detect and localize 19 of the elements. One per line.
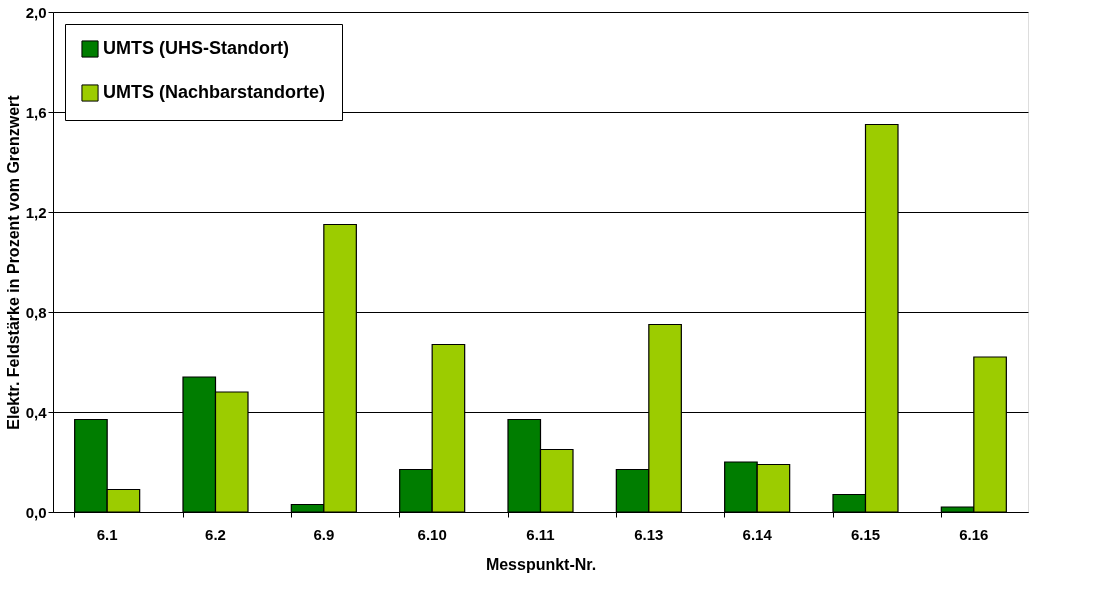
x-tick-label: 6.1 [96, 525, 118, 543]
y-tick-label: 0,4 [25, 403, 48, 421]
x-tick-label: 6.9 [313, 525, 335, 543]
y-tick-label: 2,0 [25, 3, 47, 21]
x-tick-label: 6.15 [850, 525, 881, 543]
y-tick-label: 1,6 [25, 103, 47, 121]
y-tick-label: 1,2 [25, 203, 47, 221]
legend-label: UMTS (UHS-Standort) [103, 38, 289, 58]
y-tick-label: 0,0 [25, 503, 47, 521]
x-tick-label: 6.10 [417, 525, 447, 543]
x-tick-label: 6.13 [634, 525, 664, 543]
x-tick-label: 6.16 [959, 525, 989, 543]
x-tick-label: 6.2 [205, 525, 226, 543]
x-tick-label: 6.11 [526, 525, 555, 543]
x-tick-label: 6.14 [742, 525, 773, 543]
y-axis-title: Elektr. Feldstärke in Prozent vom Grenzwert [4, 94, 22, 430]
x-axis-title: Messpunkt-Nr. [485, 555, 597, 573]
y-tick-label: 0,8 [25, 303, 47, 321]
legend-label: UMTS (Nachbarstandorte) [103, 82, 326, 102]
